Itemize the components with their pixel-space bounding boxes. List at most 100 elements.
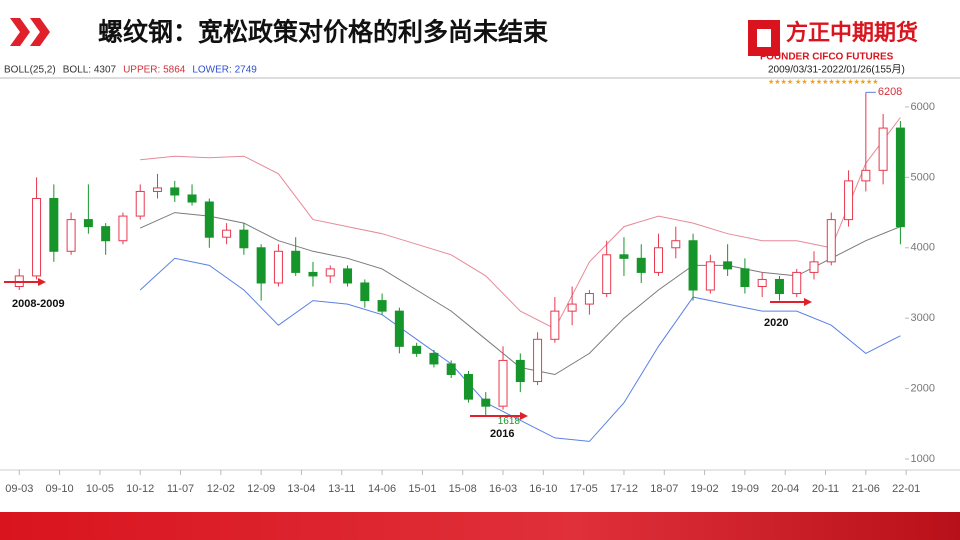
x-tick-label: 14-06 (368, 483, 396, 495)
candle-body (602, 254, 612, 295)
candle-body (187, 194, 197, 203)
y-tick-label: 3000 (911, 312, 935, 324)
candle-body (446, 363, 456, 375)
y-tick-label: 6000 (911, 101, 935, 113)
annotation: 2016 (490, 428, 514, 440)
y-tick-label: 1000 (911, 453, 935, 465)
candle-body (498, 359, 508, 407)
x-tick-label: 22-01 (892, 483, 920, 495)
x-tick-label: 18-07 (650, 483, 678, 495)
info-label: BOLL(25,2) (4, 65, 56, 76)
x-tick-label: 13-11 (328, 483, 355, 495)
x-tick-label: 16-03 (489, 483, 517, 495)
info-label: UPPER: 5864 (123, 65, 186, 76)
extreme-label: 1618 (498, 416, 521, 427)
candle-body (118, 215, 128, 242)
candle-body (567, 303, 577, 312)
x-tick-label: 17-05 (570, 483, 598, 495)
logo-mark (757, 29, 771, 47)
candle-body (671, 240, 681, 249)
annotation: 2008-2009 (12, 298, 65, 310)
x-tick-label: 10-05 (86, 483, 114, 495)
candle-body (32, 197, 42, 277)
candle-body (239, 229, 249, 249)
x-tick-label: 19-02 (691, 483, 719, 495)
candle-body (533, 338, 543, 383)
candle-body (135, 190, 145, 217)
candle-body (308, 271, 318, 277)
x-tick-label: 15-01 (408, 483, 436, 495)
chevron (10, 18, 30, 46)
y-tick-label: 5000 (911, 171, 935, 183)
x-tick-label: 09-10 (46, 483, 74, 495)
x-tick-label: 16-10 (529, 483, 557, 495)
boll-middle (139, 212, 901, 376)
candle-body (723, 261, 733, 270)
x-tick-label: 20-04 (771, 483, 799, 495)
x-tick-label: 10-12 (126, 483, 154, 495)
x-tick-label: 13-04 (287, 483, 315, 495)
x-tick-label: 15-08 (449, 483, 477, 495)
candle-body (256, 247, 266, 284)
candle-body (101, 226, 111, 242)
candle-body (861, 169, 871, 182)
arrow-head (520, 412, 528, 420)
candle-body (49, 197, 59, 252)
candle-body (705, 261, 715, 291)
arrow-head (804, 298, 812, 306)
candle-body (740, 268, 750, 287)
x-tick-label: 17-12 (610, 483, 638, 495)
x-tick-label: 11-07 (167, 483, 194, 495)
candle-body (170, 187, 180, 196)
candle-body (584, 293, 594, 305)
slide-title: 螺纹钢：宽松政策对价格的利多尚未结束 (98, 18, 549, 47)
candle-body (844, 180, 854, 221)
candle-body (515, 359, 525, 383)
candle-body (636, 257, 646, 273)
candle-body (377, 300, 387, 312)
x-tick-label: 12-02 (207, 483, 235, 495)
stars: ★★★★ ★★ ★★★★★★★★★★★ (768, 78, 879, 86)
info-label: BOLL: 4307 (63, 65, 117, 76)
x-tick-label: 09-03 (5, 483, 33, 495)
candle-body (83, 219, 93, 228)
y-tick-label: 2000 (911, 382, 935, 394)
candle-body (325, 268, 335, 277)
annotation: 2020 (764, 317, 788, 329)
candle-body (792, 271, 802, 295)
candle-body (895, 127, 905, 228)
candle-body (412, 345, 422, 354)
candle-body (826, 219, 836, 263)
chevron (30, 18, 50, 46)
candle-body (774, 278, 784, 295)
extreme-label: 6208 (878, 86, 902, 98)
x-tick-label: 21-06 (852, 483, 880, 495)
candle-body (222, 229, 232, 238)
candle-body (757, 278, 767, 287)
candle-body (429, 352, 439, 365)
candle-body (66, 219, 76, 252)
footer-band (0, 512, 960, 540)
arrow-head (38, 278, 46, 286)
boll-upper (140, 117, 901, 330)
brand-en: FOUNDER CIFCO FUTURES (760, 52, 894, 63)
candle-body (360, 282, 370, 302)
candle-body (463, 373, 473, 400)
brand: 方正中期期货 (786, 20, 918, 45)
range-label: 2009/03/31-2022/01/26(155月) (768, 64, 905, 76)
x-tick-label: 19-09 (731, 483, 759, 495)
candle-body (654, 247, 664, 273)
info-bar: BOLL(25,2) BOLL: 4307 UPPER: 5864 LOWER: 27… (4, 65, 257, 76)
candle-body (273, 250, 283, 284)
candle-body (688, 240, 698, 291)
y-tick-label: 4000 (911, 242, 935, 254)
candle-body (481, 398, 491, 407)
candle-body (878, 127, 888, 171)
info-label: LOWER: 2749 (192, 65, 257, 76)
candle-body (291, 250, 301, 273)
candle-body (394, 310, 404, 347)
x-tick-label: 12-09 (247, 483, 275, 495)
candle-body (619, 254, 629, 259)
